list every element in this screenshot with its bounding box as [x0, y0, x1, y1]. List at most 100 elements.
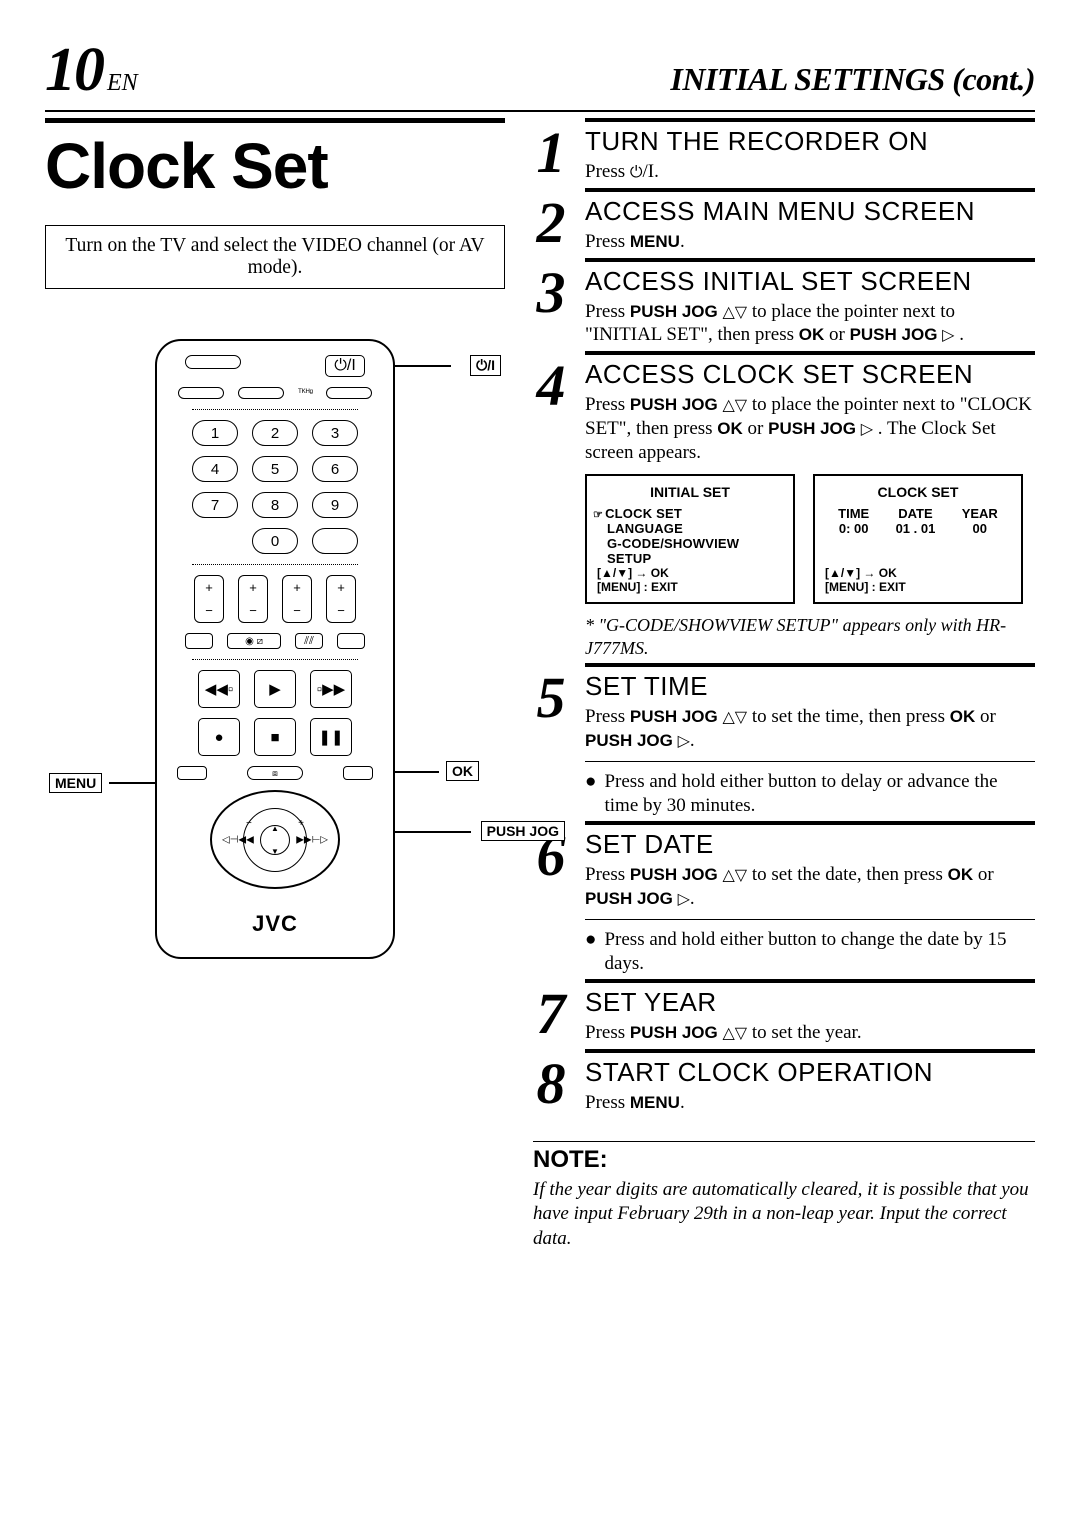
- note-rule: [533, 1141, 1035, 1142]
- step-number: 4: [533, 357, 569, 659]
- ffwd-button: ▫▶▶: [310, 670, 352, 708]
- callout-power: ⏻/I: [470, 355, 501, 376]
- play-button: ▶: [254, 670, 296, 708]
- osd-row: INITIAL SETCLOCK SETLANGUAGEG-CODE/SHOWV…: [585, 474, 1035, 604]
- step-title: START CLOCK OPERATION: [585, 1057, 1035, 1088]
- brand-logo: JVC: [252, 911, 298, 937]
- callout-pushjog: PUSH JOG: [481, 821, 565, 841]
- page-lang: EN: [107, 70, 138, 96]
- step-rule: [585, 663, 1035, 667]
- remote-btn: [337, 633, 365, 649]
- section-title: INITIAL SETTINGS (cont.): [670, 61, 1035, 98]
- step-body: ACCESS INITIAL SET SCREENPress PUSH JOG …: [585, 258, 1035, 348]
- remote-btn: ◉ ⧄: [227, 633, 281, 649]
- note-body: If the year digits are automatically cle…: [533, 1178, 1035, 1252]
- numpad-5: 5: [252, 456, 298, 482]
- step-number: 6: [533, 827, 569, 975]
- remote-btn: +−: [194, 575, 224, 623]
- step: 7 SET YEAR Press PUSH JOG △▽ to set the ye…: [533, 979, 1035, 1045]
- power-icon: ⏻/I: [334, 357, 356, 375]
- numpad-9: 9: [312, 492, 358, 518]
- step-bullet: ●Press and hold either button to delay o…: [585, 770, 1035, 818]
- jog-minus-icon: −: [246, 818, 252, 829]
- page-number-block: 10EN: [45, 35, 138, 106]
- remote-illustration: ⏻/I MENU OK PUSH JOG ⏻/I ᵀᴷᴴᵍ: [155, 339, 395, 959]
- pause-button: ❚❚: [310, 718, 352, 756]
- note-block: NOTE: If the year digits are automatical…: [533, 1141, 1035, 1252]
- remote-btn: [238, 387, 284, 399]
- jog-right-icon: ▶▶⊢▷: [296, 834, 328, 845]
- step-body: ACCESS MAIN MENU SCREEN Press MENU.: [585, 188, 1035, 254]
- remote-btn: +−: [238, 575, 268, 623]
- step-text: Press MENU.: [585, 1091, 1035, 1115]
- step-title: SET DATE: [585, 829, 1035, 860]
- callout-menu: MENU: [49, 773, 102, 793]
- step-bullet: ●Press and hold either button to change …: [585, 928, 1035, 976]
- note-head: NOTE:: [533, 1146, 1035, 1174]
- step-title: SET YEAR: [585, 987, 1035, 1018]
- step-rule: [585, 979, 1035, 983]
- stop-button: ■: [254, 718, 296, 756]
- step: 1 TURN THE RECORDER ONPress ⏻/I.: [533, 118, 1035, 184]
- power-button: ⏻/I: [325, 355, 365, 377]
- jog-plus-icon: +: [298, 818, 304, 829]
- step-rule: [585, 351, 1035, 355]
- step: 2 ACCESS MAIN MENU SCREEN Press MENU.: [533, 188, 1035, 254]
- step-rule: [585, 821, 1035, 825]
- remote-btn: +−: [282, 575, 312, 623]
- right-column: 1 TURN THE RECORDER ONPress ⏻/I. 2 ACCESS M…: [533, 118, 1035, 1252]
- step-body: TURN THE RECORDER ONPress ⏻/I.: [585, 118, 1035, 184]
- remote-btn: [326, 387, 372, 399]
- remote-btn: +−: [326, 575, 356, 623]
- page-header: 10EN INITIAL SETTINGS (cont.): [45, 35, 1035, 106]
- title-rule: [45, 118, 505, 123]
- numpad-0: 0: [252, 528, 298, 554]
- numpad-1: 1: [192, 420, 238, 446]
- jog-wheel: ◁⊣◀◀ ▶▶⊢▷ − +: [210, 790, 340, 889]
- step-text: Press PUSH JOG △▽ to set the year.: [585, 1021, 1035, 1045]
- push-jog-button: [260, 825, 290, 855]
- step-title: ACCESS CLOCK SET SCREEN: [585, 359, 1035, 390]
- step: 6SET DATEPress PUSH JOG △▽ to set the da…: [533, 821, 1035, 975]
- step-rule: [585, 1049, 1035, 1053]
- step-body: SET YEAR Press PUSH JOG △▽ to set the yea…: [585, 979, 1035, 1045]
- step-number: 1: [533, 124, 569, 184]
- step-body: ACCESS CLOCK SET SCREENPress PUSH JOG △▽…: [585, 351, 1035, 659]
- step-text: Press MENU.: [585, 230, 1035, 254]
- remote-btn: [312, 528, 358, 554]
- callout-ok: OK: [446, 761, 479, 781]
- callout-line: [393, 771, 439, 773]
- osd-clock-set: CLOCK SETTIME0: 00DATE01 . 01YEAR00[▲/▼]…: [813, 474, 1023, 604]
- page-number: 10: [45, 36, 103, 104]
- step-text: Press PUSH JOG △▽ to set the time, then …: [585, 705, 1035, 753]
- numpad-8: 8: [252, 492, 298, 518]
- step: 4ACCESS CLOCK SET SCREENPress PUSH JOG △…: [533, 351, 1035, 659]
- step-rule: [585, 258, 1035, 262]
- step-title: TURN THE RECORDER ON: [585, 126, 1035, 157]
- step-number: 2: [533, 194, 569, 254]
- page-title: Clock Set: [45, 129, 505, 203]
- numpad-2: 2: [252, 420, 298, 446]
- thin-rule: [585, 761, 1035, 762]
- step-number: 7: [533, 985, 569, 1045]
- step: 8START CLOCK OPERATIONPress MENU.: [533, 1049, 1035, 1115]
- step-title: SET TIME: [585, 671, 1035, 702]
- step-number: 3: [533, 264, 569, 348]
- header-rule: [45, 110, 1035, 112]
- step: 5SET TIMEPress PUSH JOG △▽ to set the ti…: [533, 663, 1035, 817]
- remote-btn: [178, 387, 224, 399]
- step-body: START CLOCK OPERATION Press MENU.: [585, 1049, 1035, 1115]
- callout-line: [393, 365, 451, 367]
- step-rule: [585, 118, 1035, 122]
- tv-note: Turn on the TV and select the VIDEO chan…: [45, 225, 505, 289]
- osd-note: * "G-CODE/SHOWVIEW SETUP" appears only w…: [585, 614, 1035, 659]
- step-title: ACCESS INITIAL SET SCREEN: [585, 266, 1035, 297]
- osd-initial-set: INITIAL SETCLOCK SETLANGUAGEG-CODE/SHOWV…: [585, 474, 795, 604]
- step-title: ACCESS MAIN MENU SCREEN: [585, 196, 1035, 227]
- step-number: 5: [533, 669, 569, 817]
- numpad-6: 6: [312, 456, 358, 482]
- numpad-3: 3: [312, 420, 358, 446]
- numpad-4: 4: [192, 456, 238, 482]
- step-body: SET TIMEPress PUSH JOG △▽ to set the tim…: [585, 663, 1035, 817]
- remote-btn: ⫽⫽: [295, 633, 323, 649]
